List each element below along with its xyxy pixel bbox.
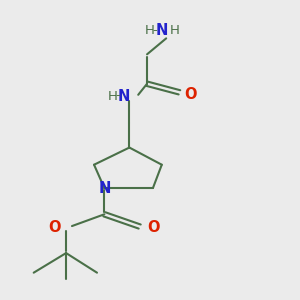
Text: N: N bbox=[117, 88, 130, 104]
Text: H: H bbox=[145, 25, 155, 38]
Text: -: - bbox=[115, 89, 120, 103]
Text: H: H bbox=[170, 25, 180, 38]
Text: H: H bbox=[107, 89, 117, 103]
Text: N: N bbox=[98, 181, 110, 196]
Text: O: O bbox=[147, 220, 160, 235]
Text: N: N bbox=[156, 23, 168, 38]
Text: O: O bbox=[49, 220, 61, 235]
Text: -: - bbox=[153, 25, 158, 38]
Text: O: O bbox=[184, 87, 196, 102]
